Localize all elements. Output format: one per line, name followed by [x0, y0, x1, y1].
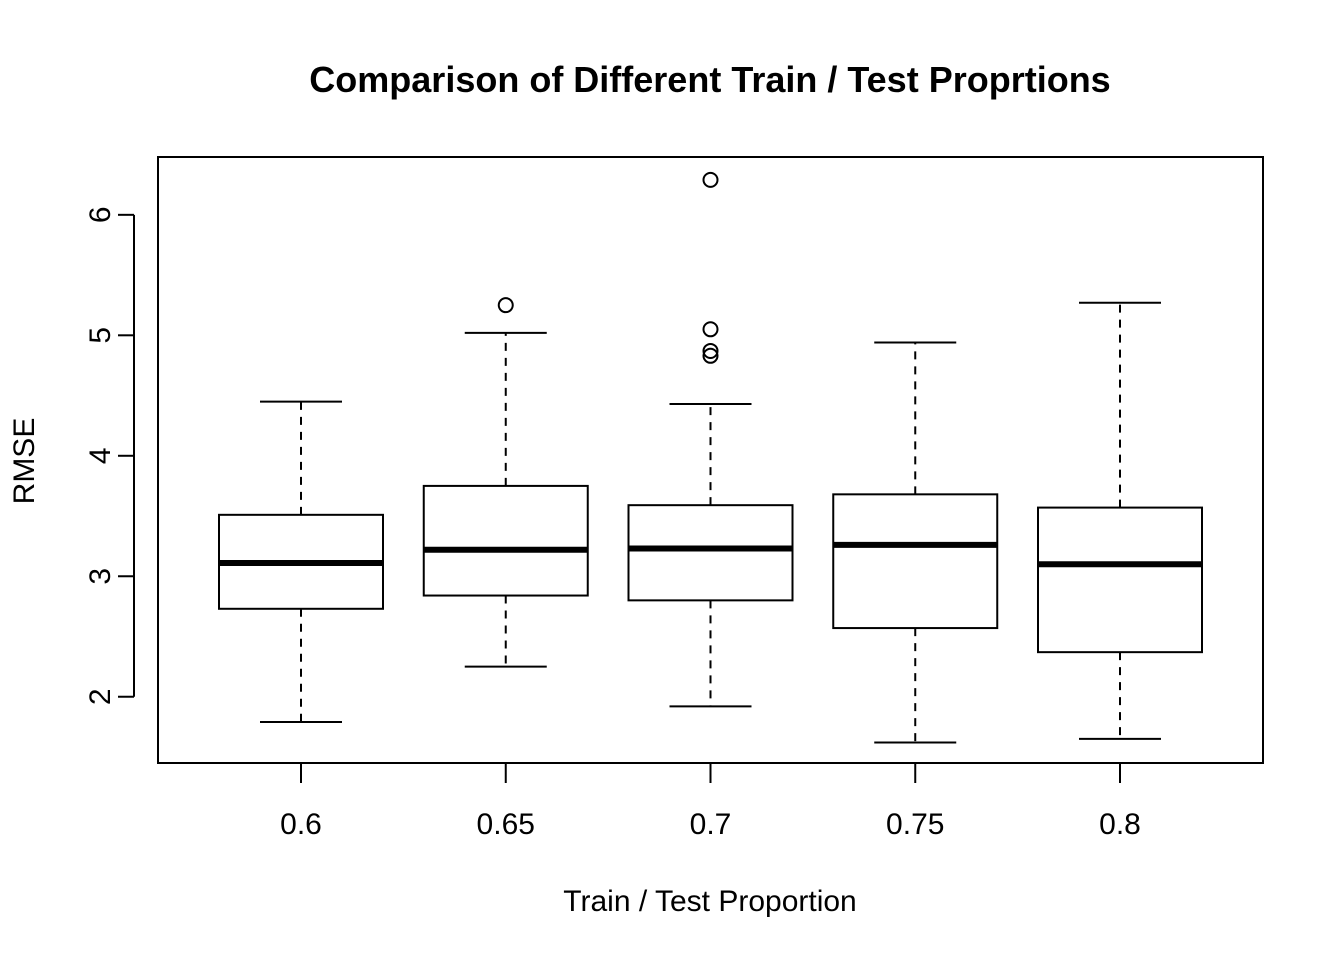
outlier-point [702, 347, 719, 364]
iqr-box [627, 504, 794, 602]
box-0.6 [218, 400, 384, 724]
x-tick-label: 0.65 [477, 808, 535, 841]
box-0.7 [627, 171, 794, 708]
y-axis-label: RMSE [8, 418, 41, 505]
y-tick-label: 3 [84, 568, 117, 585]
outlier-point [702, 342, 719, 359]
x-tick-label: 0.6 [280, 808, 322, 841]
outlier-point [497, 297, 514, 314]
y-axis: 2 3 4 5 6 [84, 206, 135, 705]
y-tick-label: 6 [84, 206, 117, 223]
outlier-point [702, 321, 719, 338]
iqr-box [1037, 506, 1203, 654]
y-tick-label: 5 [84, 327, 117, 344]
chart-title: Comparison of Different Train / Test Pro… [309, 59, 1110, 100]
x-tick-label: 0.75 [886, 808, 944, 841]
x-tick-label: 0.8 [1099, 808, 1141, 841]
x-axis: 0.6 0.65 0.7 0.75 0.8 [280, 762, 1141, 841]
y-tick-label: 4 [84, 447, 117, 464]
outlier-point [702, 171, 719, 188]
box-0.65 [422, 297, 589, 668]
box-series [218, 171, 1203, 744]
box-0.8 [1037, 301, 1203, 740]
x-tick-label: 0.7 [690, 808, 732, 841]
iqr-box [422, 484, 589, 597]
box-0.75 [832, 341, 999, 744]
x-axis-label: Train / Test Proportion [563, 885, 856, 918]
y-tick-label: 2 [84, 688, 117, 705]
iqr-box [832, 493, 999, 630]
